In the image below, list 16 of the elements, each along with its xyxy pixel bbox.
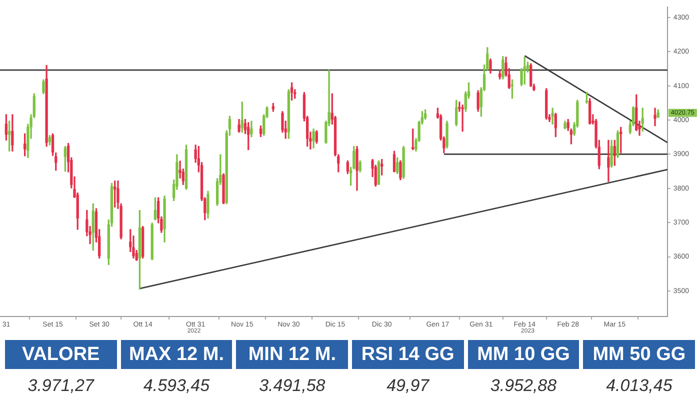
category-label: MAX 12 M.	[120, 340, 232, 369]
category-label: RSI 14 GG	[352, 340, 464, 369]
text: 4.013,45	[606, 376, 672, 394]
candlestick	[461, 104, 464, 132]
category-label: MM 50 GG	[583, 340, 696, 369]
candlestick	[551, 108, 554, 124]
category-label: MM 10 GG	[468, 340, 580, 369]
text: 3.971,27	[28, 376, 94, 394]
text: 3.491,58	[259, 376, 326, 394]
category-label: MIN 12 M.	[236, 340, 348, 369]
category-label: VALORE	[5, 340, 117, 369]
candlestick	[654, 108, 656, 126]
text: 3.952,88	[490, 376, 557, 394]
text: 4.593,45	[143, 376, 210, 394]
text: 49,97	[386, 376, 430, 394]
candlestick	[607, 140, 610, 182]
